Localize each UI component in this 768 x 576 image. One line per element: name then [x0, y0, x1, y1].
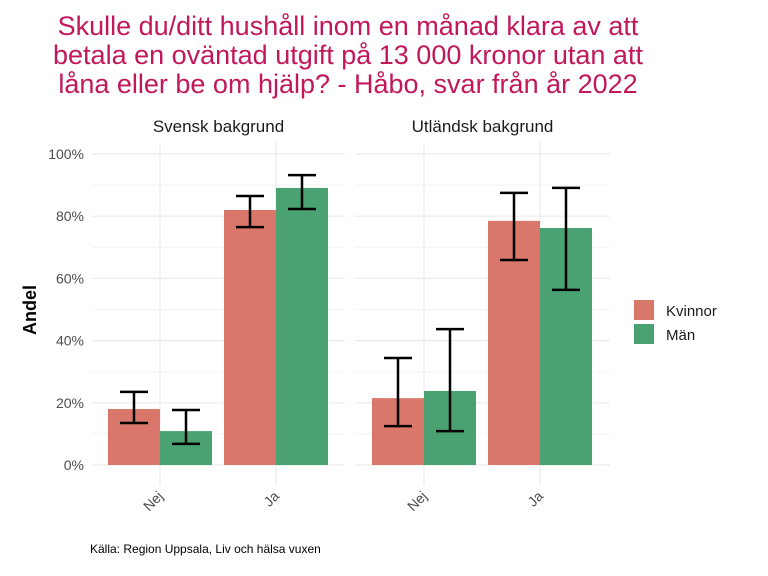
- legend-swatch-kvinnor: [634, 300, 654, 320]
- legend-swatch-män: [634, 324, 654, 344]
- y-tick-label: 100%: [48, 146, 84, 162]
- chart-title: Skulle du/ditt hushåll inom en månad kla…: [0, 12, 696, 99]
- bar-kvinnor: [224, 209, 276, 465]
- x-tick-label: Nej: [404, 488, 430, 514]
- x-tick-label: Ja: [260, 488, 282, 510]
- caption: Källa: Region Uppsala, Liv och hälsa vux…: [90, 542, 321, 556]
- y-axis-label: Andel: [20, 285, 40, 335]
- title-line: betala en oväntad utgift på 13 000 krono…: [53, 40, 643, 70]
- title-line: Skulle du/ditt hushåll inom en månad kla…: [57, 11, 639, 41]
- y-tick-label: 20%: [56, 395, 84, 411]
- bar-män: [276, 187, 328, 466]
- x-tick-label: Ja: [524, 488, 546, 510]
- y-tick-label: 60%: [56, 270, 84, 286]
- x-tick-label: Nej: [140, 488, 166, 514]
- y-tick-label: 80%: [56, 208, 84, 224]
- y-tick-label: 0%: [64, 457, 84, 473]
- title-line: låna eller be om hjälp? - Håbo, svar frå…: [58, 69, 638, 99]
- legend-label: Kvinnor: [666, 303, 717, 320]
- legend-label: Män: [666, 327, 695, 344]
- y-tick-label: 40%: [56, 333, 84, 349]
- facet-label: Svensk bakgrund: [153, 117, 284, 136]
- facet-label: Utländsk bakgrund: [412, 117, 554, 136]
- bar-kvinnor: [488, 220, 540, 465]
